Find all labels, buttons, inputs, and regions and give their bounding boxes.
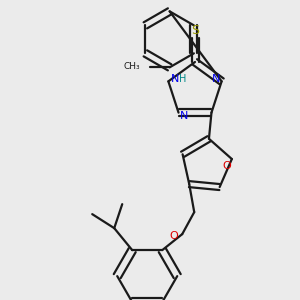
Text: N: N xyxy=(171,74,180,84)
Text: CH₃: CH₃ xyxy=(123,62,140,71)
Text: H: H xyxy=(179,74,186,84)
Text: O: O xyxy=(223,161,231,171)
Text: N: N xyxy=(180,111,189,121)
Text: S: S xyxy=(191,23,199,37)
Text: O: O xyxy=(170,231,178,241)
Text: N: N xyxy=(212,74,220,84)
